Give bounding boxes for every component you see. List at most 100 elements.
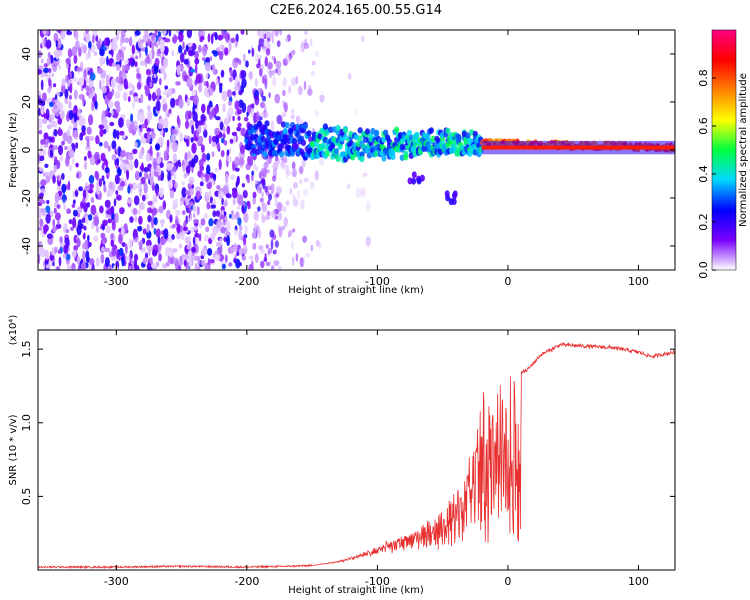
noise-blob xyxy=(53,129,58,137)
noise-blob xyxy=(83,202,88,213)
noise-blob xyxy=(40,207,46,213)
noise-blob xyxy=(228,41,232,52)
noise-blob xyxy=(40,199,46,204)
noise-blob xyxy=(76,238,81,248)
noise-blob xyxy=(167,88,173,97)
noise-blob xyxy=(38,253,41,265)
noise-blob xyxy=(248,155,254,167)
noise-blob xyxy=(116,130,120,140)
noise-blob xyxy=(69,94,72,100)
noise-blob xyxy=(148,50,153,60)
noise-blob xyxy=(157,236,161,245)
noise-blob xyxy=(236,126,242,132)
noise-blob xyxy=(360,187,366,198)
noise-blob xyxy=(234,100,240,111)
noise-blob xyxy=(212,210,217,218)
noise-blob xyxy=(144,58,151,64)
noise-blob xyxy=(66,30,73,36)
noise-blob xyxy=(201,248,207,257)
noise-blob xyxy=(162,103,167,112)
noise-blob xyxy=(130,113,134,123)
noise-blob xyxy=(205,226,210,233)
noise-blob xyxy=(132,207,138,216)
noise-blob xyxy=(60,109,65,120)
noise-blob xyxy=(183,173,188,179)
noise-blob xyxy=(45,108,50,120)
signal-mark xyxy=(390,153,396,160)
noise-blob xyxy=(72,76,78,82)
noise-blob xyxy=(170,97,176,108)
noise-blob xyxy=(122,162,126,167)
x-tick-label: 0 xyxy=(504,575,511,588)
noise-blob xyxy=(208,135,212,145)
noise-blob xyxy=(289,187,293,195)
colorbar-tick-label: 0.4 xyxy=(697,165,710,183)
tail-mark xyxy=(416,177,422,185)
noise-blob xyxy=(61,83,66,94)
noise-blob xyxy=(114,212,119,224)
noise-blob xyxy=(67,180,71,191)
noise-blob xyxy=(253,229,257,240)
colorbar: 0.0 0.2 0.4 0.6 0.8 Normalized spectral ampl… xyxy=(697,29,749,279)
noise-blob xyxy=(73,89,78,100)
noise-blob xyxy=(73,245,79,251)
noise-blob xyxy=(76,66,82,72)
noise-blob xyxy=(148,266,153,270)
noise-blob xyxy=(170,133,177,144)
noise-blob xyxy=(183,58,189,65)
noise-blob xyxy=(212,63,216,73)
noise-blob xyxy=(57,117,63,125)
noise-blob xyxy=(271,33,275,40)
noise-blob xyxy=(251,260,254,270)
noise-blob xyxy=(274,249,277,255)
noise-blob xyxy=(133,253,139,262)
noise-blob xyxy=(255,166,259,172)
colorbar-ticks: 0.0 0.2 0.4 0.6 0.8 xyxy=(697,69,716,279)
noise-blob xyxy=(265,261,271,267)
noise-blob xyxy=(236,108,242,115)
noise-blob xyxy=(191,43,197,51)
signal-mark xyxy=(306,130,312,137)
noise-blob xyxy=(150,131,156,140)
noise-blob xyxy=(216,241,222,247)
noise-blob xyxy=(187,250,192,258)
noise-blob xyxy=(57,38,62,49)
noise-blob xyxy=(223,47,229,56)
noise-blob xyxy=(206,91,210,99)
noise-blob xyxy=(111,246,117,257)
noise-blob xyxy=(40,139,45,145)
noise-blob xyxy=(46,199,50,205)
noise-blob xyxy=(149,174,154,186)
noise-blob xyxy=(196,205,200,216)
noise-blob xyxy=(314,50,320,58)
noise-blob xyxy=(152,249,158,257)
noise-blob xyxy=(111,154,117,161)
noise-blob xyxy=(241,204,245,212)
noise-blob xyxy=(268,92,271,98)
noise-blob xyxy=(54,192,60,204)
noise-blob xyxy=(238,157,245,166)
noise-blob xyxy=(163,228,169,240)
noise-blob xyxy=(147,38,151,46)
noise-blob xyxy=(162,30,167,36)
noise-blob xyxy=(315,110,319,118)
spectrogram-x-axis-label: Height of straight line (km) xyxy=(288,285,424,296)
noise-blob xyxy=(225,231,231,237)
noise-blob xyxy=(185,190,191,195)
noise-blob xyxy=(102,162,105,171)
noise-blob xyxy=(42,92,47,102)
noise-blob xyxy=(156,41,160,46)
x-tick-label: -100 xyxy=(365,275,390,288)
noise-blob xyxy=(267,200,271,206)
noise-blob xyxy=(118,247,124,256)
snr-y-axis-label: SNR (10 * v/v) xyxy=(8,414,19,485)
noise-blob xyxy=(241,102,247,114)
noise-blob xyxy=(209,56,213,61)
noise-blob xyxy=(133,195,140,206)
noise-blob xyxy=(245,60,249,68)
noise-blob xyxy=(124,64,130,71)
x-tick-label: -200 xyxy=(234,275,259,288)
noise-blob xyxy=(227,34,230,40)
noise-blob xyxy=(98,178,103,187)
noise-blob xyxy=(194,232,200,239)
